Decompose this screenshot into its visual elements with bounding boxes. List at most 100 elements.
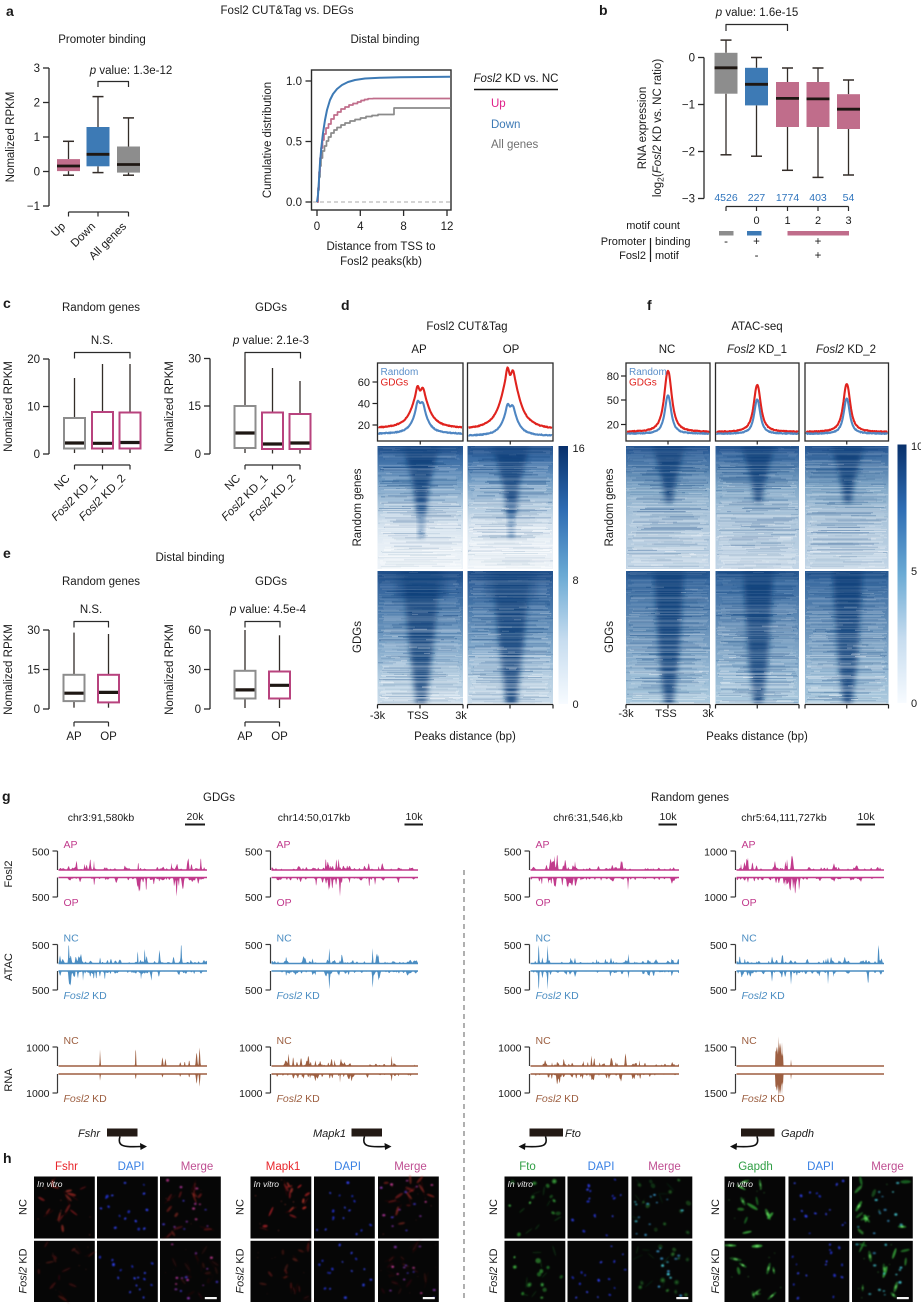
svg-text:b: b: [599, 2, 608, 18]
svg-text:60: 60: [188, 625, 201, 637]
svg-text:Nomalized RPKM: Nomalized RPKM: [164, 624, 176, 715]
svg-text:1000: 1000: [704, 892, 728, 904]
svg-text:In vitro: In vitro: [254, 1179, 280, 1189]
svg-text:NC: NC: [64, 1035, 80, 1047]
svg-text:0.5: 0.5: [286, 137, 302, 149]
svg-text:Random genes: Random genes: [62, 576, 140, 588]
svg-text:NC: NC: [742, 933, 758, 945]
svg-text:−3: −3: [682, 194, 695, 206]
svg-text:In vitro: In vitro: [728, 1179, 754, 1189]
svg-text:Mapk1: Mapk1: [313, 1128, 346, 1140]
svg-text:30: 30: [188, 665, 201, 677]
svg-text:500: 500: [504, 892, 522, 904]
svg-text:Nomalized RPKM: Nomalized RPKM: [5, 92, 17, 183]
svg-text:Fosl2 KD: Fosl2 KD: [18, 1248, 30, 1293]
svg-text:c: c: [3, 295, 11, 311]
svg-text:500: 500: [504, 985, 522, 997]
svg-text:0: 0: [753, 215, 759, 227]
svg-text:500: 500: [32, 892, 50, 904]
svg-text:p value: 2.1e-3: p value: 2.1e-3: [232, 335, 309, 347]
svg-text:Fosl2 KD: Fosl2 KD: [488, 1248, 500, 1293]
svg-text:40: 40: [358, 399, 370, 411]
svg-text:Merge: Merge: [648, 1161, 681, 1173]
svg-text:GDGs: GDGs: [629, 378, 657, 389]
svg-text:NC: NC: [64, 933, 80, 945]
svg-text:0: 0: [314, 221, 320, 233]
svg-text:−1: −1: [682, 100, 695, 112]
svg-text:-: -: [755, 250, 759, 262]
svg-text:20: 20: [607, 420, 619, 432]
svg-text:1500: 1500: [704, 1043, 728, 1055]
svg-text:DAPI: DAPI: [118, 1161, 145, 1173]
svg-text:NC: NC: [536, 933, 552, 945]
svg-text:Fosl2 KD: Fosl2 KD: [277, 990, 321, 1002]
svg-text:16: 16: [573, 443, 585, 455]
svg-text:Merge: Merge: [181, 1161, 214, 1173]
svg-text:5: 5: [911, 566, 917, 578]
svg-text:-3k: -3k: [618, 708, 634, 720]
svg-text:500: 500: [504, 847, 522, 859]
svg-text:motif count: motif count: [626, 220, 680, 232]
svg-text:1000: 1000: [704, 847, 728, 859]
svg-text:20k: 20k: [187, 811, 205, 823]
svg-text:1000: 1000: [26, 1043, 50, 1055]
svg-text:80: 80: [607, 371, 619, 383]
svg-text:Random: Random: [629, 367, 667, 378]
svg-text:Fosl2 KD: Fosl2 KD: [536, 1093, 580, 1105]
svg-text:OP: OP: [742, 897, 757, 909]
svg-text:binding: binding: [655, 236, 690, 248]
svg-text:10: 10: [27, 402, 40, 414]
svg-text:Fshr: Fshr: [78, 1128, 101, 1140]
svg-text:Fosl2 CUT&Tag vs. DEGs: Fosl2 CUT&Tag vs. DEGs: [221, 5, 354, 17]
svg-text:NC: NC: [659, 344, 676, 356]
svg-text:1000: 1000: [239, 1043, 263, 1055]
svg-text:1.0: 1.0: [286, 76, 302, 88]
svg-text:500: 500: [245, 847, 263, 859]
svg-text:30: 30: [27, 625, 40, 637]
svg-text:8: 8: [573, 575, 579, 587]
svg-text:OP: OP: [503, 344, 520, 356]
svg-text:OP: OP: [277, 897, 292, 909]
svg-text:In vitro: In vitro: [508, 1179, 534, 1189]
svg-text:−1: −1: [27, 201, 40, 213]
svg-text:g: g: [2, 788, 11, 804]
svg-text:Gapdh: Gapdh: [738, 1161, 773, 1173]
svg-text:OP: OP: [536, 897, 551, 909]
svg-text:Up: Up: [49, 221, 68, 240]
svg-text:p value: 1.3e-12: p value: 1.3e-12: [89, 65, 173, 77]
svg-text:Peaks distance (bp): Peaks distance (bp): [706, 731, 808, 743]
svg-text:GDGs: GDGs: [352, 621, 364, 653]
svg-text:Fosl2 KD: Fosl2 KD: [235, 1248, 247, 1293]
svg-text:TSS: TSS: [407, 710, 428, 722]
svg-text:Merge: Merge: [394, 1161, 427, 1173]
svg-text:2: 2: [815, 215, 821, 227]
svg-text:In vitro: In vitro: [37, 1179, 63, 1189]
svg-text:Merge: Merge: [871, 1161, 904, 1173]
svg-text:Random genes: Random genes: [604, 468, 616, 546]
svg-text:NC: NC: [488, 1199, 500, 1215]
svg-text:60: 60: [358, 377, 370, 389]
svg-text:500: 500: [710, 985, 728, 997]
svg-text:500: 500: [710, 940, 728, 952]
svg-text:30: 30: [188, 354, 201, 366]
svg-text:1000: 1000: [239, 1088, 263, 1100]
svg-text:DAPI: DAPI: [334, 1161, 361, 1173]
svg-text:4: 4: [357, 221, 364, 233]
svg-text:TSS: TSS: [655, 708, 676, 720]
svg-text:10k: 10k: [660, 811, 678, 823]
svg-text:p value: 1.6e-15: p value: 1.6e-15: [715, 7, 799, 19]
svg-text:Fosl2 CUT&Tag: Fosl2 CUT&Tag: [426, 321, 507, 333]
svg-text:10k: 10k: [858, 811, 876, 823]
svg-text:8: 8: [400, 221, 406, 233]
svg-text:227: 227: [748, 192, 766, 204]
svg-text:Fosl2 KD: Fosl2 KD: [710, 1248, 722, 1293]
svg-text:-3k: -3k: [370, 710, 386, 722]
svg-text:0: 0: [195, 449, 201, 461]
svg-text:Fto: Fto: [519, 1161, 536, 1173]
svg-text:NC: NC: [536, 1035, 552, 1047]
svg-text:AP: AP: [66, 731, 82, 743]
svg-text:0: 0: [911, 698, 917, 710]
svg-text:f: f: [647, 297, 652, 313]
svg-text:Fosl2 KD: Fosl2 KD: [277, 1093, 321, 1105]
svg-text:chr5:64,111,727kb: chr5:64,111,727kb: [741, 812, 827, 824]
